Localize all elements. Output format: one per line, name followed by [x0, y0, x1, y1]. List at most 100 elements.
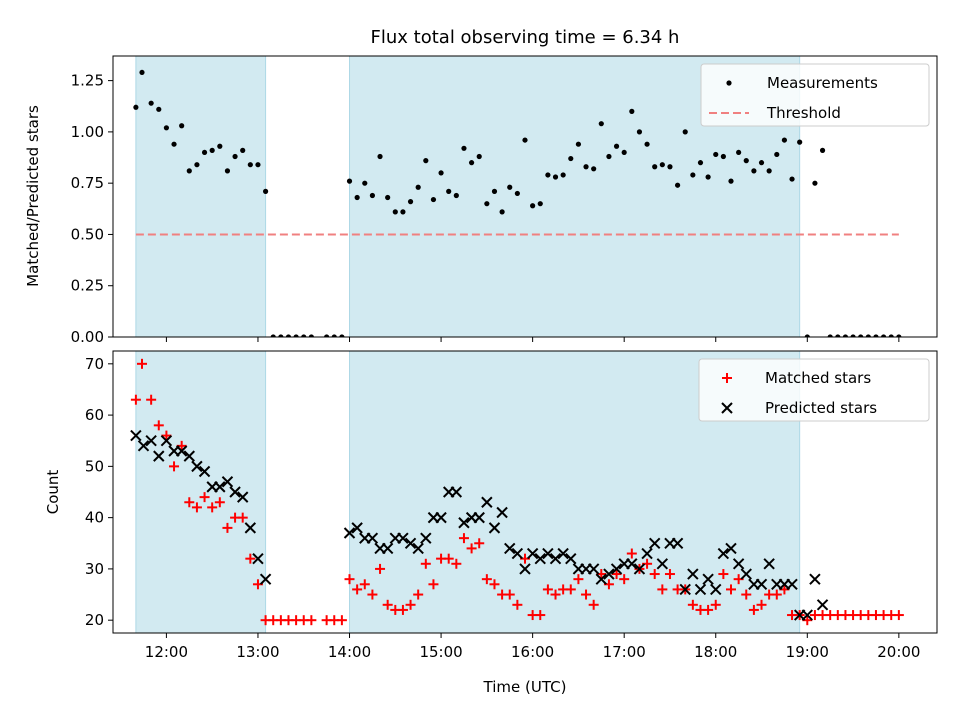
predicted-star-point: [198, 465, 211, 478]
predicted-star-point: [252, 552, 264, 565]
matched-star-point: [214, 497, 225, 508]
measurement-point: [728, 178, 734, 184]
legend-marker-matched: [722, 373, 732, 383]
y-tick-label: 20: [85, 611, 104, 629]
measurement-point: [766, 168, 772, 174]
measurement-point: [530, 203, 536, 209]
measurement-point: [232, 153, 238, 160]
matched-star-point: [184, 497, 195, 508]
measurement-point: [690, 172, 696, 178]
predicted-star-point: [610, 563, 623, 575]
predicted-star-point: [587, 563, 600, 575]
predicted-star-point: [351, 522, 363, 534]
y-tick-label: 30: [85, 560, 104, 578]
matched-star-point: [428, 579, 439, 590]
measurement-point: [674, 182, 681, 188]
measurement-point: [652, 164, 658, 170]
matched-star-point: [443, 553, 454, 564]
y-tick-label: 1.00: [71, 123, 104, 141]
data-layer: [133, 69, 902, 337]
matched-star-point: [336, 615, 347, 626]
predicted-star-point: [694, 583, 707, 596]
measurement-point: [758, 160, 765, 166]
matched-star-point: [649, 569, 660, 580]
matched-star-point: [657, 584, 668, 595]
measurement-point: [476, 153, 482, 160]
matched-star-point: [420, 558, 431, 569]
measurement-point: [139, 69, 145, 76]
matched-star-point: [535, 610, 546, 621]
matched-star-point: [481, 574, 492, 585]
matched-star-point: [161, 430, 172, 441]
predicted-star-point: [214, 481, 226, 493]
x-tick-label: 14:00: [328, 643, 371, 661]
matched-star-point: [489, 579, 500, 590]
predicted-star-point: [145, 435, 157, 447]
measurement-point: [423, 158, 429, 164]
measurement-point: [583, 164, 589, 170]
measurement-point: [308, 334, 314, 337]
measurement-point: [598, 121, 604, 127]
predicted-star-point: [565, 552, 577, 565]
axes-frame: [112, 55, 938, 338]
measurement-point: [812, 180, 818, 186]
x-axis-label: Time (UTC): [483, 678, 567, 696]
measurement-point: [545, 172, 551, 178]
measurement-point: [148, 100, 154, 106]
matched-star-point: [191, 502, 202, 513]
predicted-star-point: [641, 547, 653, 560]
measurement-point: [179, 123, 185, 129]
count-panel: 20 30 40 50 60 70 12:00 13:00 14:00 15:00 16:00 17:…: [85, 350, 938, 661]
matched-star-point: [550, 589, 561, 600]
matched-star-point: [367, 589, 378, 600]
measurement-point: [392, 209, 398, 215]
predicted-star-point: [519, 563, 531, 575]
predicted-star-point: [153, 450, 165, 462]
legend-marker-measurement: [726, 80, 732, 86]
legend-box: [698, 358, 930, 422]
predicted-star-point: [740, 568, 752, 580]
matched-star-point: [306, 615, 317, 626]
predicted-star-point: [542, 547, 554, 560]
chart-title: Flux total observing time = 6.34 h: [371, 27, 680, 48]
predicted-star-point: [526, 547, 539, 560]
legend-label: Measurements: [767, 74, 878, 92]
x-tick-label: 16:00: [511, 643, 554, 661]
predicted-star-point: [717, 547, 730, 560]
measurement-point: [736, 149, 742, 156]
predicted-star-point: [381, 542, 394, 555]
x-tick-label: 15:00: [419, 643, 462, 661]
predicted-star-point: [732, 558, 745, 570]
matched-star-point: [237, 512, 248, 523]
measurement-point: [133, 104, 139, 110]
measurement-point: [865, 334, 871, 337]
predicted-star-point: [488, 522, 501, 534]
measurement-point: [613, 143, 620, 149]
measurement-point: [659, 162, 665, 168]
measurement-point: [453, 192, 459, 199]
data-layer: [130, 358, 904, 626]
measurement-point: [285, 334, 292, 337]
measurement-point: [301, 334, 307, 337]
matched-star-point: [222, 522, 233, 533]
matched-star-point: [573, 574, 584, 585]
ratio-panel: 0.00 0.25 0.50 0.75 1.00 1.25 Measurements Thre…: [71, 55, 938, 346]
predicted-star-point: [137, 440, 150, 452]
measurement-point: [324, 334, 330, 337]
predicted-star-point: [160, 435, 173, 447]
y-tick-label: 0.25: [71, 277, 104, 295]
matched-star-point: [687, 599, 698, 610]
measurement-point: [819, 147, 826, 153]
matched-star-point: [397, 604, 408, 615]
predicted-star-point: [191, 460, 203, 473]
observing-window-shade: [135, 55, 267, 338]
legend-label: Threshold: [766, 104, 841, 122]
predicted-star-point: [259, 573, 272, 585]
measurement-point: [339, 334, 345, 337]
bottom-y-axis-label: Count: [44, 470, 62, 515]
matched-star-point: [619, 574, 630, 585]
measurement-point: [522, 137, 528, 143]
y-tick-label: 0.50: [71, 225, 104, 243]
measurement-point: [270, 334, 276, 337]
matched-star-point: [512, 599, 523, 610]
